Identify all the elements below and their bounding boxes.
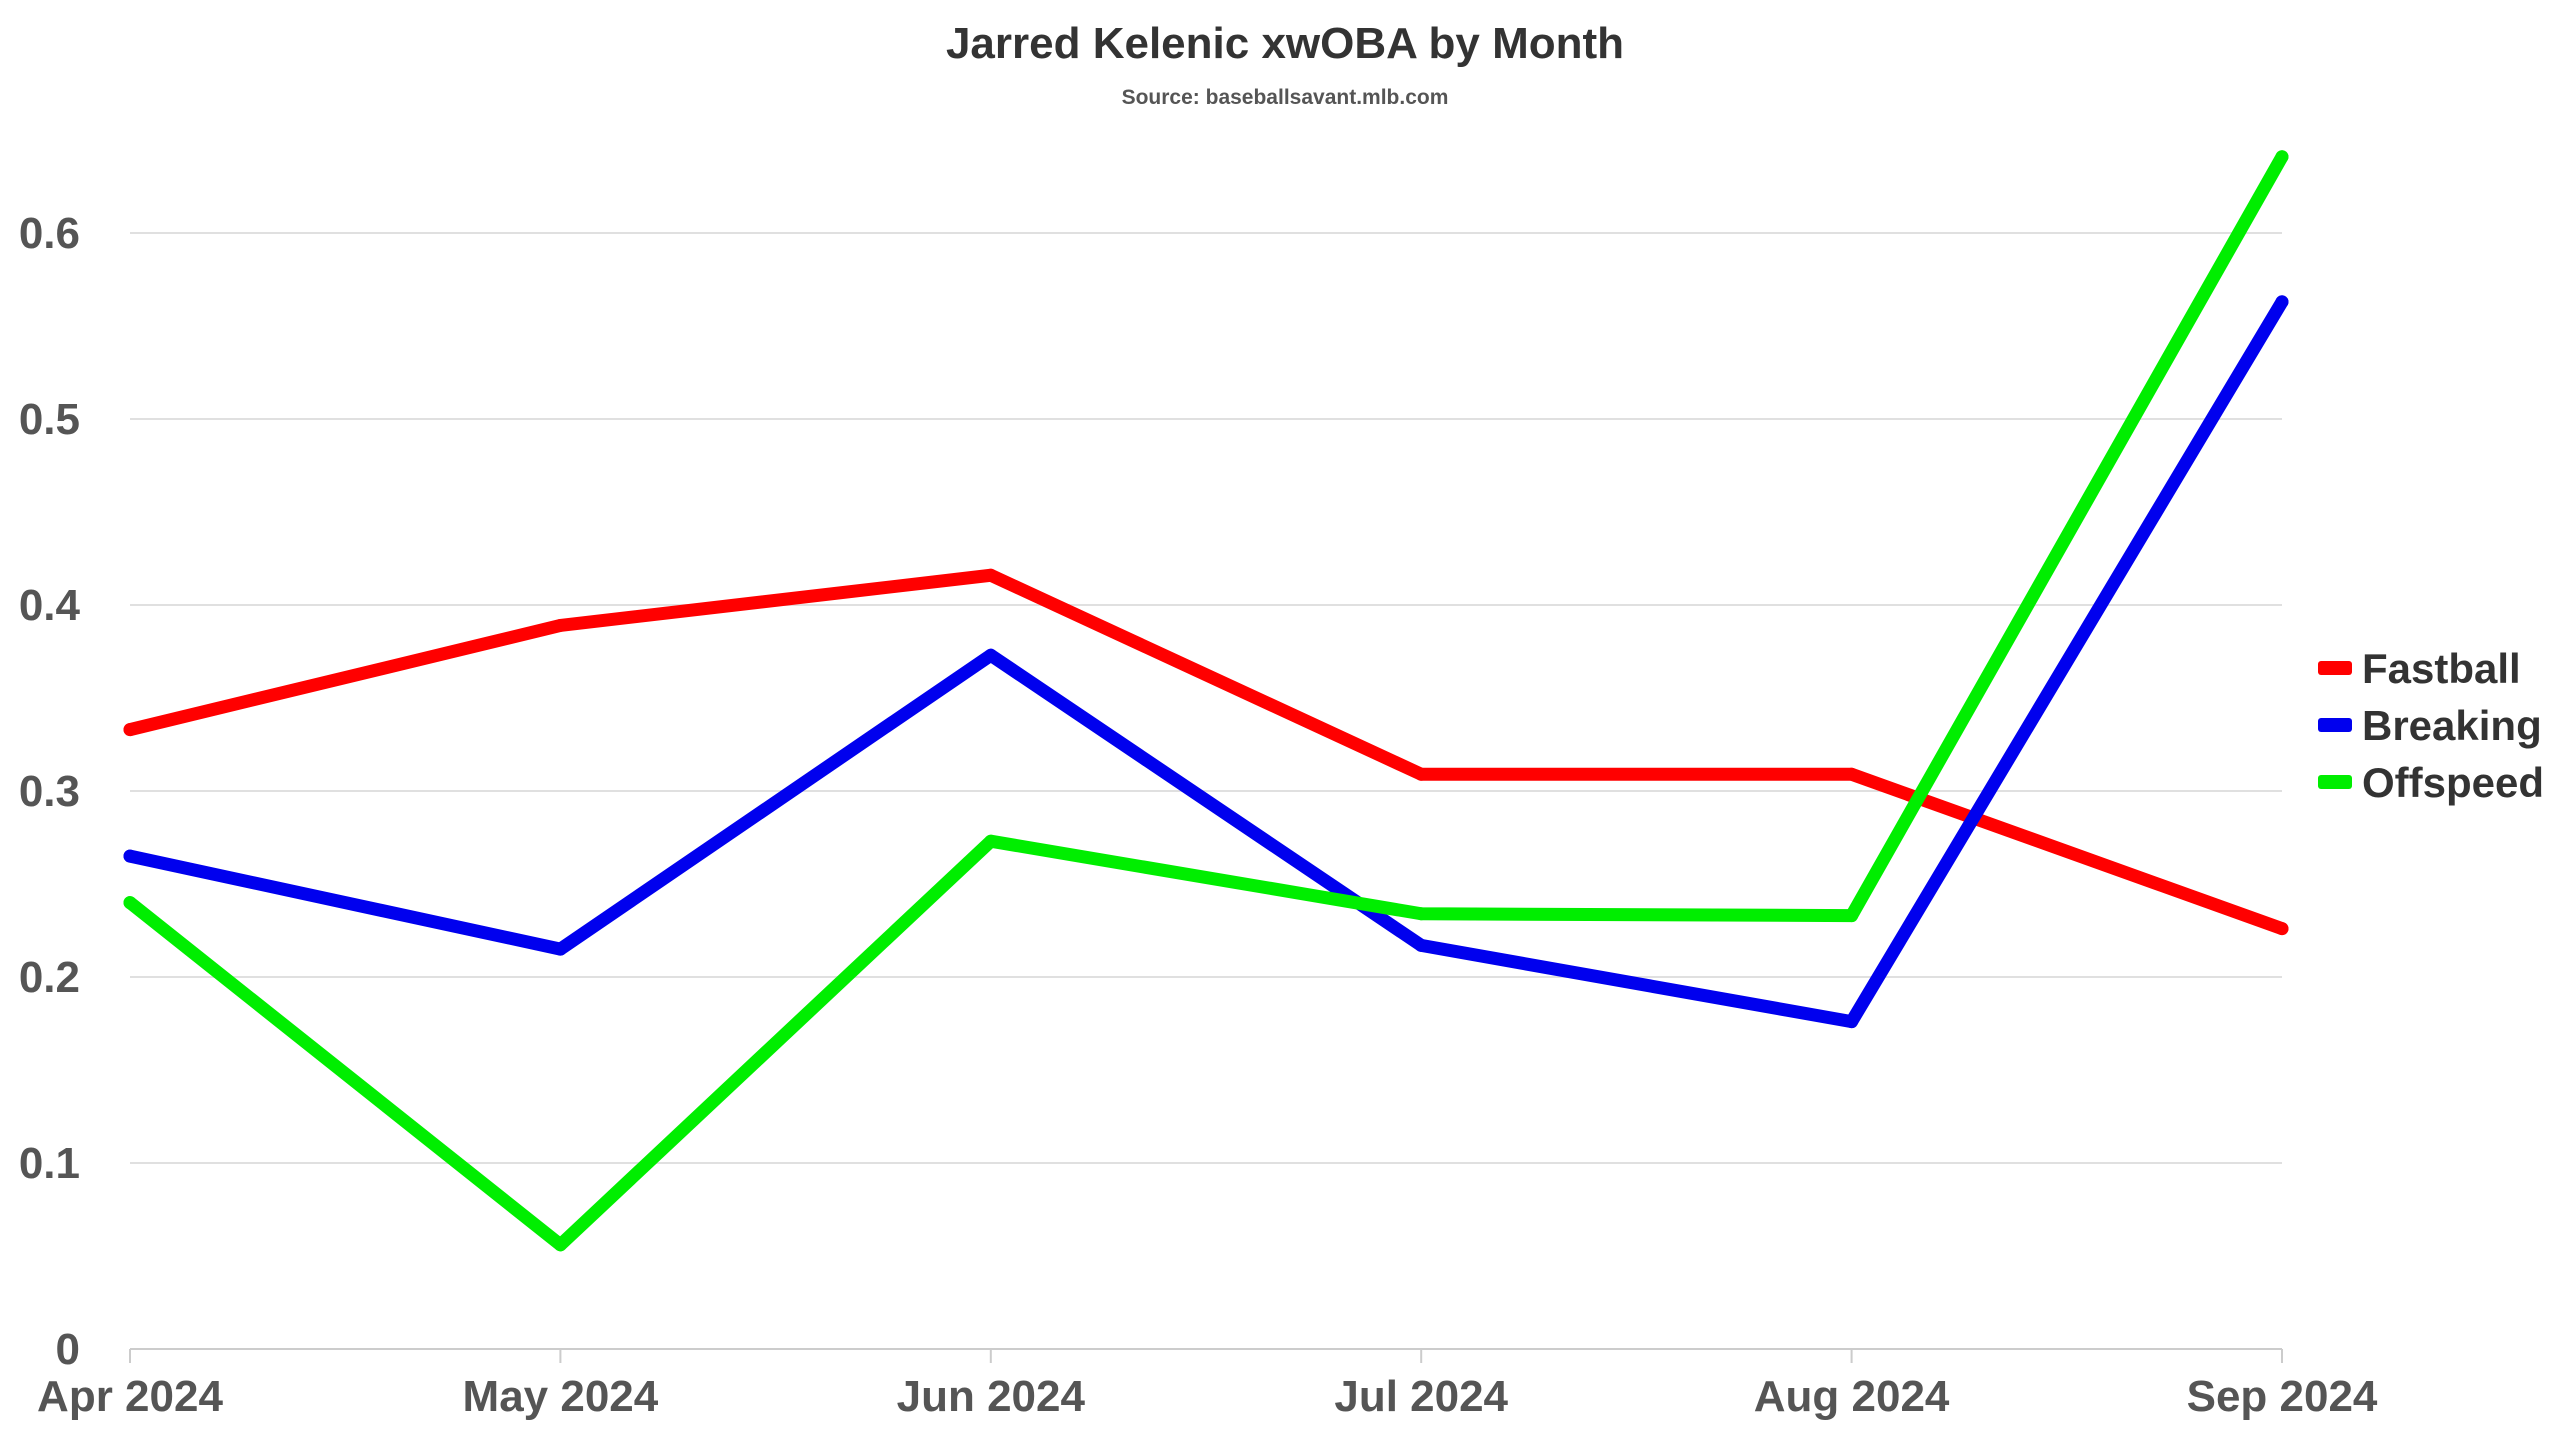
x-tick-label: Sep 2024 (2187, 1372, 2378, 1421)
y-axis-ticks: 0 0.1 0.2 0.3 0.4 0.5 0.6 (19, 209, 81, 1374)
data-point-fastball[interactable] (553, 618, 567, 632)
chart-subtitle: Source: baseballsavant.mlb.com (1122, 86, 1449, 109)
x-tick-label: Jun 2024 (897, 1372, 1086, 1421)
legend-label-offspeed[interactable]: Offspeed (2362, 759, 2544, 806)
legend-label-fastball[interactable]: Fastball (2362, 645, 2521, 692)
legend-swatch-offspeed (2318, 775, 2352, 789)
legend-swatch-breaking (2318, 718, 2352, 732)
data-point-fastball[interactable] (1845, 767, 1859, 781)
data-point-offspeed[interactable] (553, 1238, 567, 1252)
legend[interactable]: Fastball Breaking Offspeed (2318, 645, 2544, 806)
x-tick-label: May 2024 (463, 1372, 659, 1421)
data-point-offspeed[interactable] (1414, 907, 1428, 921)
data-point-breaking[interactable] (984, 648, 998, 662)
x-tick-label: Aug 2024 (1754, 1372, 1950, 1421)
data-point-offspeed[interactable] (1845, 909, 1859, 923)
data-point-fastball[interactable] (984, 568, 998, 582)
y-tick-label: 0.6 (19, 209, 80, 258)
y-tick-label: 0.5 (19, 395, 80, 444)
y-tick-label: 0.2 (19, 953, 80, 1002)
data-point-breaking[interactable] (123, 849, 137, 863)
gridlines (130, 232, 2282, 1164)
data-point-breaking[interactable] (1414, 938, 1428, 952)
data-point-breaking[interactable] (2275, 295, 2289, 309)
x-tick-label: Apr 2024 (37, 1372, 223, 1421)
series-line-offspeed[interactable] (123, 150, 2289, 1252)
data-point-offspeed[interactable] (984, 834, 998, 848)
y-tick-label: 0 (56, 1325, 80, 1374)
data-point-breaking[interactable] (553, 942, 567, 956)
data-point-offspeed[interactable] (2275, 150, 2289, 164)
data-point-fastball[interactable] (1414, 767, 1428, 781)
data-point-offspeed[interactable] (123, 896, 137, 910)
x-tick-label: Jul 2024 (1334, 1372, 1508, 1421)
y-tick-label: 0.1 (19, 1139, 80, 1188)
data-point-fastball[interactable] (123, 723, 137, 737)
y-tick-label: 0.4 (19, 581, 81, 630)
x-axis-ticks: Apr 2024 May 2024 Jun 2024 Jul 2024 Aug 2024… (37, 1349, 2378, 1421)
y-tick-label: 0.3 (19, 767, 80, 816)
legend-label-breaking[interactable]: Breaking (2362, 702, 2542, 749)
legend-swatch-fastball (2318, 661, 2352, 675)
series-line-breaking[interactable] (123, 295, 2289, 1029)
series-lines (123, 150, 2289, 1252)
data-point-fastball[interactable] (2275, 922, 2289, 936)
chart-title: Jarred Kelenic xwOBA by Month (946, 19, 1624, 68)
data-point-breaking[interactable] (1845, 1015, 1859, 1029)
